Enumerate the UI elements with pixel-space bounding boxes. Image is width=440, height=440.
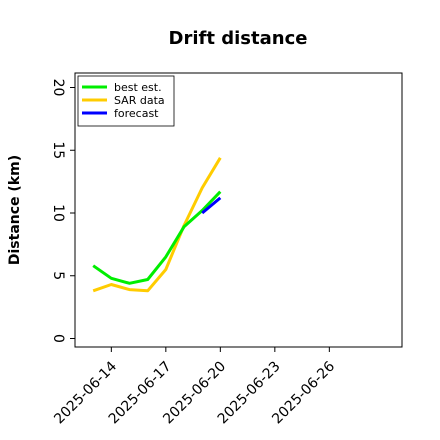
y-tick-label: 20	[50, 79, 66, 97]
y-axis-label: Distance (km)	[7, 155, 23, 265]
legend-label: SAR data	[114, 94, 165, 107]
plot-frame	[74, 72, 403, 348]
y-ticks: 0 5 10 15 20	[50, 79, 75, 343]
y-tick-label: 15	[50, 141, 66, 159]
series-lines	[92, 157, 222, 293]
legend-label: best est.	[114, 81, 162, 94]
y-tick-label: 10	[50, 204, 66, 222]
series-line-forecast	[201, 196, 222, 215]
chart-title: Drift distance	[169, 28, 308, 49]
y-tick-label: 0	[50, 334, 66, 343]
legend-label: forecast	[114, 107, 159, 120]
series-line-best-est	[92, 190, 222, 285]
series-line-sar-data	[92, 157, 222, 293]
x-ticks: 2025-06-142025-06-172025-06-202025-06-23…	[51, 347, 338, 427]
y-tick-label: 5	[50, 271, 66, 280]
